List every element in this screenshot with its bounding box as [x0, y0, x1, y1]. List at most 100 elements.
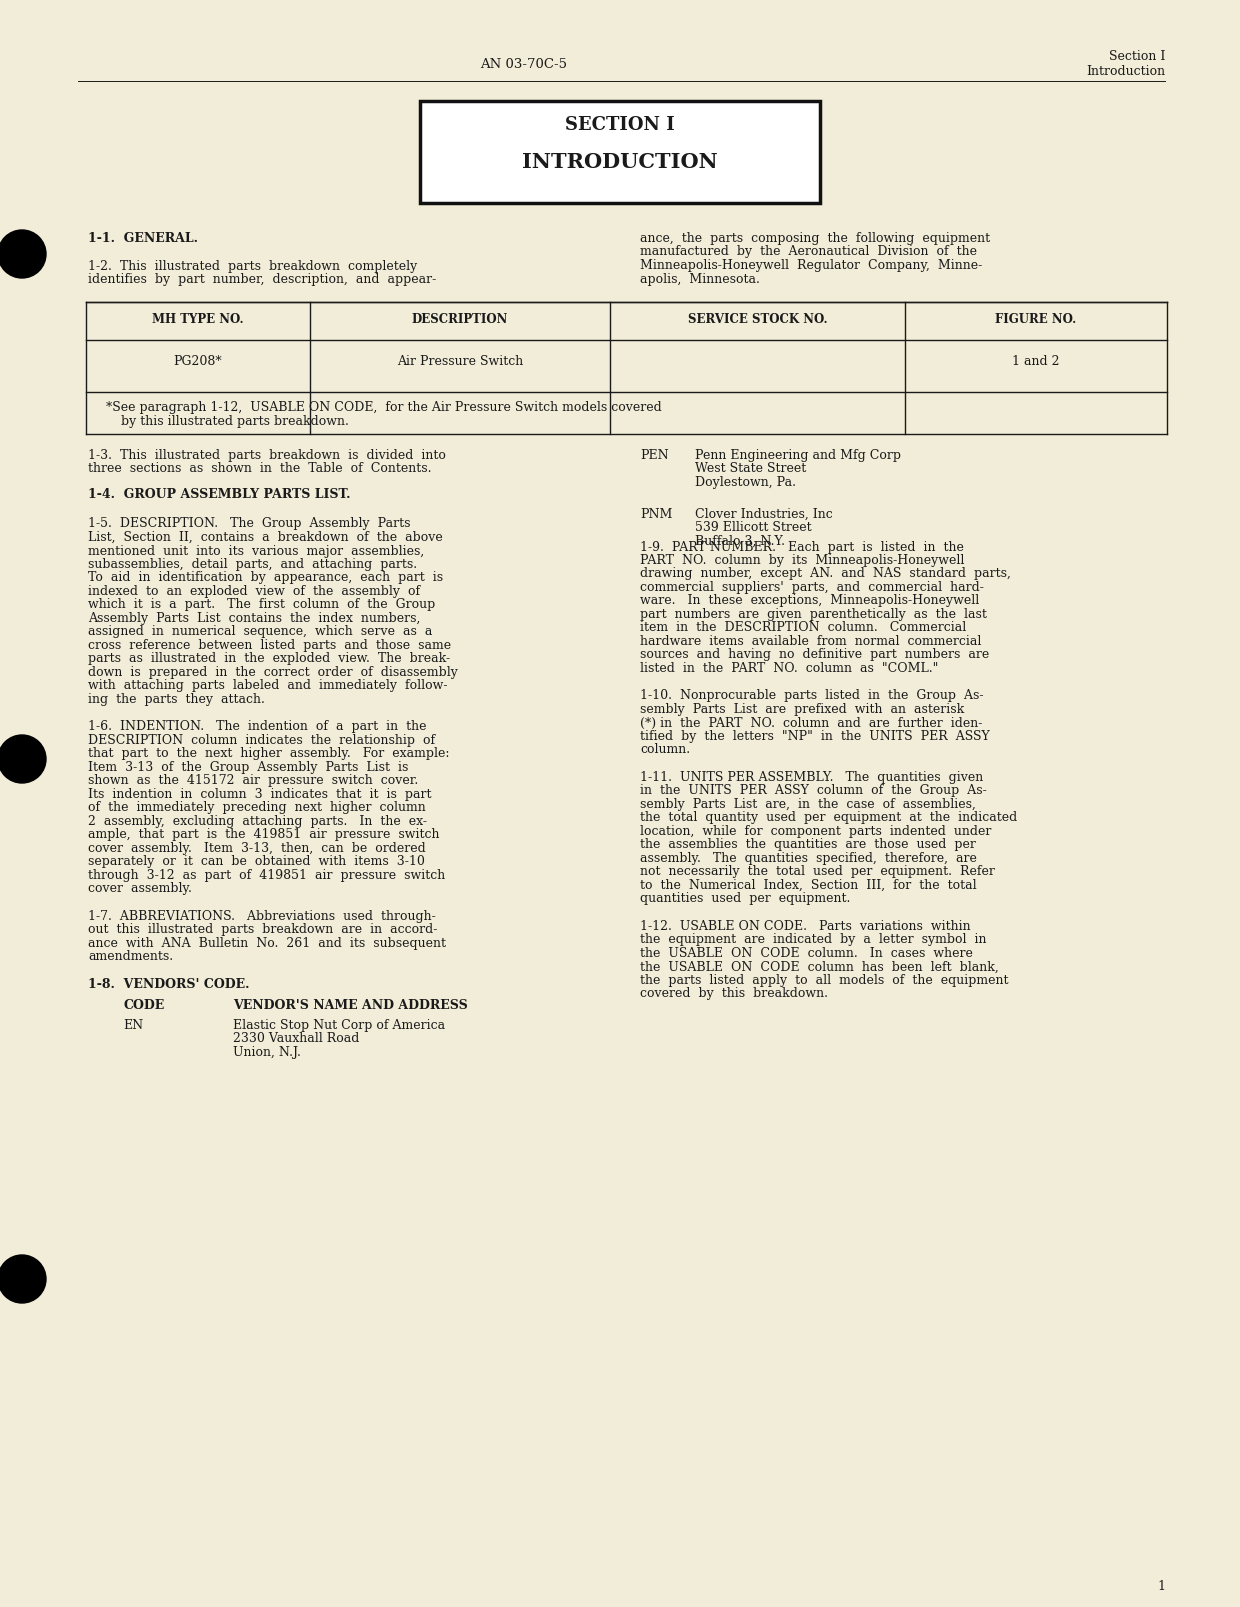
Text: MH TYPE NO.: MH TYPE NO. — [153, 313, 244, 326]
Text: SECTION I: SECTION I — [565, 116, 675, 133]
Text: 1-2.  This  illustrated  parts  breakdown  completely: 1-2. This illustrated parts breakdown co… — [88, 260, 417, 273]
Text: 539 Ellicott Street: 539 Ellicott Street — [694, 521, 812, 534]
Text: Section I: Section I — [1109, 50, 1166, 63]
Text: indexed  to  an  exploded  view  of  the  assembly  of: indexed to an exploded view of the assem… — [88, 585, 420, 598]
Text: 1-12.  USABLE ON CODE.   Parts  variations  within: 1-12. USABLE ON CODE. Parts variations w… — [640, 919, 971, 932]
Text: sembly  Parts  List  are,  in  the  case  of  assemblies,: sembly Parts List are, in the case of as… — [640, 797, 976, 810]
Text: To  aid  in  identification  by  appearance,  each  part  is: To aid in identification by appearance, … — [88, 570, 443, 583]
Text: VENDOR'S NAME AND ADDRESS: VENDOR'S NAME AND ADDRESS — [233, 1000, 467, 1012]
Text: assigned  in  numerical  sequence,  which  serve  as  a: assigned in numerical sequence, which se… — [88, 625, 433, 638]
Text: List,  Section  II,  contains  a  breakdown  of  the  above: List, Section II, contains a breakdown o… — [88, 530, 443, 543]
Text: cover  assembly.   Item  3-13,  then,  can  be  ordered: cover assembly. Item 3-13, then, can be … — [88, 842, 425, 855]
Text: mentioned  unit  into  its  various  major  assemblies,: mentioned unit into its various major as… — [88, 545, 424, 558]
Text: item  in  the  DESCRIPTION  column.   Commercial: item in the DESCRIPTION column. Commerci… — [640, 622, 966, 635]
Text: sources  and  having  no  definitive  part  numbers  are: sources and having no definitive part nu… — [640, 648, 990, 660]
Text: quantities  used  per  equipment.: quantities used per equipment. — [640, 892, 851, 905]
Text: ance  with  ANA  Bulletin  No.  261  and  its  subsequent: ance with ANA Bulletin No. 261 and its s… — [88, 937, 446, 950]
Text: ware.   In  these  exceptions,  Minneapolis-Honeywell: ware. In these exceptions, Minneapolis-H… — [640, 595, 980, 607]
Text: with  attaching  parts  labeled  and  immediately  follow-: with attaching parts labeled and immedia… — [88, 680, 448, 693]
Text: Minneapolis-Honeywell  Regulator  Company,  Minne-: Minneapolis-Honeywell Regulator Company,… — [640, 259, 982, 272]
Text: Doylestown, Pa.: Doylestown, Pa. — [694, 476, 796, 489]
Text: identifies  by  part  number,  description,  and  appear-: identifies by part number, description, … — [88, 273, 436, 286]
Text: PEN: PEN — [640, 448, 668, 461]
Text: 1-10.  Nonprocurable  parts  listed  in  the  Group  As-: 1-10. Nonprocurable parts listed in the … — [640, 689, 983, 702]
Text: 1-5.  DESCRIPTION.   The  Group  Assembly  Parts: 1-5. DESCRIPTION. The Group Assembly Par… — [88, 517, 410, 530]
Text: tified  by  the  letters  "NP"  in  the  UNITS  PER  ASSY: tified by the letters "NP" in the UNITS … — [640, 730, 990, 742]
Text: by this illustrated parts breakdown.: by this illustrated parts breakdown. — [122, 415, 348, 427]
Text: shown  as  the  415172  air  pressure  switch  cover.: shown as the 415172 air pressure switch … — [88, 775, 418, 787]
Circle shape — [0, 231, 46, 280]
Text: INTRODUCTION: INTRODUCTION — [522, 153, 718, 172]
Circle shape — [0, 736, 46, 784]
Text: covered  by  this  breakdown.: covered by this breakdown. — [640, 987, 828, 1000]
Text: Penn Engineering and Mfg Corp: Penn Engineering and Mfg Corp — [694, 448, 901, 461]
Text: the  USABLE  ON  CODE  column.   In  cases  where: the USABLE ON CODE column. In cases wher… — [640, 947, 973, 959]
Text: AN 03-70C-5: AN 03-70C-5 — [480, 58, 567, 71]
Text: SERVICE STOCK NO.: SERVICE STOCK NO. — [688, 313, 827, 326]
Text: Item  3-13  of  the  Group  Assembly  Parts  List  is: Item 3-13 of the Group Assembly Parts Li… — [88, 760, 408, 773]
Text: Introduction: Introduction — [1086, 64, 1166, 79]
Text: PNM: PNM — [640, 508, 672, 521]
Text: EN: EN — [123, 1019, 143, 1032]
Text: (*) in  the  PART  NO.  column  and  are  further  iden-: (*) in the PART NO. column and are furth… — [640, 717, 982, 730]
Text: 1-11.  UNITS PER ASSEMBLY.   The  quantities  given: 1-11. UNITS PER ASSEMBLY. The quantities… — [640, 770, 983, 784]
Text: 1-6.  INDENTION.   The  indention  of  a  part  in  the: 1-6. INDENTION. The indention of a part … — [88, 720, 427, 733]
Text: 1-8.  VENDORS' CODE.: 1-8. VENDORS' CODE. — [88, 977, 249, 990]
Text: ance,  the  parts  composing  the  following  equipment: ance, the parts composing the following … — [640, 231, 990, 244]
Text: 1-9.  PART NUMBER.   Each  part  is  listed  in  the: 1-9. PART NUMBER. Each part is listed in… — [640, 540, 963, 553]
Text: Its  indention  in  column  3  indicates  that  it  is  part: Its indention in column 3 indicates that… — [88, 787, 432, 800]
Text: the  USABLE  ON  CODE  column  has  been  left  blank,: the USABLE ON CODE column has been left … — [640, 959, 998, 972]
Text: Union, N.J.: Union, N.J. — [233, 1045, 301, 1059]
Text: down  is  prepared  in  the  correct  order  of  disassembly: down is prepared in the correct order of… — [88, 665, 458, 678]
Text: PART  NO.  column  by  its  Minneapolis-Honeywell: PART NO. column by its Minneapolis-Honey… — [640, 554, 965, 567]
Text: 1: 1 — [1157, 1580, 1166, 1593]
Text: the  total  quantity  used  per  equipment  at  the  indicated: the total quantity used per equipment at… — [640, 812, 1017, 824]
Text: Clover Industries, Inc: Clover Industries, Inc — [694, 508, 833, 521]
Text: drawing  number,  except  AN.  and  NAS  standard  parts,: drawing number, except AN. and NAS stand… — [640, 567, 1011, 580]
Text: 1-4.  GROUP ASSEMBLY PARTS LIST.: 1-4. GROUP ASSEMBLY PARTS LIST. — [88, 487, 351, 501]
Text: ing  the  parts  they  attach.: ing the parts they attach. — [88, 693, 265, 705]
Text: that  part  to  the  next  higher  assembly.   For  example:: that part to the next higher assembly. F… — [88, 747, 449, 760]
Text: West State Street: West State Street — [694, 463, 806, 476]
Text: the  assemblies  the  quantities  are  those  used  per: the assemblies the quantities are those … — [640, 837, 976, 852]
Text: DESCRIPTION  column  indicates  the  relationship  of: DESCRIPTION column indicates the relatio… — [88, 733, 435, 747]
Text: the  equipment  are  indicated  by  a  letter  symbol  in: the equipment are indicated by a letter … — [640, 934, 987, 947]
Text: 2  assembly,  excluding  attaching  parts.   In  the  ex-: 2 assembly, excluding attaching parts. I… — [88, 815, 427, 828]
Text: Buffalo 3, N.Y.: Buffalo 3, N.Y. — [694, 534, 785, 546]
Text: three  sections  as  shown  in  the  Table  of  Contents.: three sections as shown in the Table of … — [88, 463, 432, 476]
Text: listed  in  the  PART  NO.  column  as  "COML.": listed in the PART NO. column as "COML." — [640, 662, 939, 675]
Text: 1-1.  GENERAL.: 1-1. GENERAL. — [88, 231, 198, 244]
Text: sembly  Parts  List  are  prefixed  with  an  asterisk: sembly Parts List are prefixed with an a… — [640, 702, 965, 715]
Text: manufactured  by  the  Aeronautical  Division  of  the: manufactured by the Aeronautical Divisio… — [640, 246, 977, 259]
Text: subassemblies,  detail  parts,  and  attaching  parts.: subassemblies, detail parts, and attachi… — [88, 558, 417, 570]
Text: Elastic Stop Nut Corp of America: Elastic Stop Nut Corp of America — [233, 1019, 445, 1032]
Text: separately  or  it  can  be  obtained  with  items  3-10: separately or it can be obtained with it… — [88, 855, 425, 868]
Text: commercial  suppliers'  parts,  and  commercial  hard-: commercial suppliers' parts, and commerc… — [640, 580, 983, 593]
Text: out  this  illustrated  parts  breakdown  are  in  accord-: out this illustrated parts breakdown are… — [88, 922, 438, 935]
Text: the  parts  listed  apply  to  all  models  of  the  equipment: the parts listed apply to all models of … — [640, 974, 1008, 987]
Text: cross  reference  between  listed  parts  and  those  same: cross reference between listed parts and… — [88, 638, 451, 651]
Text: of  the  immediately  preceding  next  higher  column: of the immediately preceding next higher… — [88, 800, 425, 815]
Text: amendments.: amendments. — [88, 950, 174, 963]
Text: column.: column. — [640, 742, 691, 755]
Text: to  the  Numerical  Index,  Section  III,  for  the  total: to the Numerical Index, Section III, for… — [640, 879, 977, 892]
Text: parts  as  illustrated  in  the  exploded  view.  The  break-: parts as illustrated in the exploded vie… — [88, 652, 450, 665]
Bar — [420, 101, 820, 204]
Text: which  it  is  a  part.   The  first  column  of  the  Group: which it is a part. The first column of … — [88, 598, 435, 611]
Text: PG208*: PG208* — [174, 355, 222, 368]
Text: 1 and 2: 1 and 2 — [1012, 355, 1060, 368]
Text: FIGURE NO.: FIGURE NO. — [996, 313, 1076, 326]
Text: assembly.   The  quantities  specified,  therefore,  are: assembly. The quantities specified, ther… — [640, 852, 977, 865]
Text: in  the  UNITS  PER  ASSY  column  of  the  Group  As-: in the UNITS PER ASSY column of the Grou… — [640, 784, 987, 797]
Text: location,  while  for  component  parts  indented  under: location, while for component parts inde… — [640, 824, 991, 837]
Text: through  3-12  as  part  of  419851  air  pressure  switch: through 3-12 as part of 419851 air press… — [88, 868, 445, 882]
Text: 1-7.  ABBREVIATIONS.   Abbreviations  used  through-: 1-7. ABBREVIATIONS. Abbreviations used t… — [88, 910, 435, 922]
Text: CODE: CODE — [123, 1000, 164, 1012]
Text: 2330 Vauxhall Road: 2330 Vauxhall Road — [233, 1032, 360, 1045]
Text: cover  assembly.: cover assembly. — [88, 882, 192, 895]
Text: Assembly  Parts  List  contains  the  index  numbers,: Assembly Parts List contains the index n… — [88, 612, 420, 625]
Text: ample,  that  part  is  the  419851  air  pressure  switch: ample, that part is the 419851 air press… — [88, 828, 439, 840]
Text: part  numbers  are  given  parenthetically  as  the  last: part numbers are given parenthetically a… — [640, 607, 987, 620]
Text: apolis,  Minnesota.: apolis, Minnesota. — [640, 272, 760, 286]
Text: Air Pressure Switch: Air Pressure Switch — [397, 355, 523, 368]
